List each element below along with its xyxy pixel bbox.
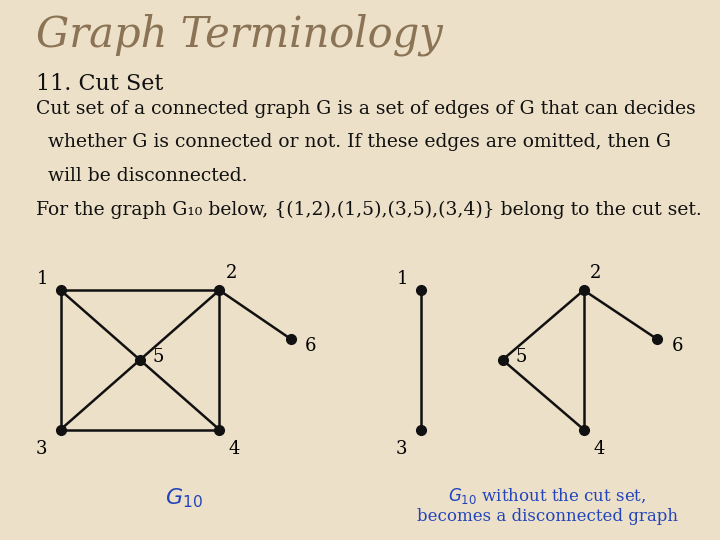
Text: Graph Terminology: Graph Terminology xyxy=(36,14,443,56)
Text: 5: 5 xyxy=(153,348,164,366)
Text: 6: 6 xyxy=(305,337,317,355)
Text: 1: 1 xyxy=(37,270,48,288)
Text: 2: 2 xyxy=(590,265,602,282)
Text: Cut set of a connected graph G is a set of edges of G that can decides: Cut set of a connected graph G is a set … xyxy=(36,100,696,118)
Text: 3: 3 xyxy=(35,440,47,458)
Text: $G_{10}$ without the cut set,: $G_{10}$ without the cut set, xyxy=(448,486,647,506)
Text: 1: 1 xyxy=(397,270,408,288)
Text: 4: 4 xyxy=(229,440,240,458)
Text: 6: 6 xyxy=(672,337,683,355)
Text: For the graph G₁₀ below, {(1,2),(1,5),(3,5),(3,4)} belong to the cut set.: For the graph G₁₀ below, {(1,2),(1,5),(3… xyxy=(36,200,702,219)
Text: $G_{10}$: $G_{10}$ xyxy=(165,486,202,510)
Text: 2: 2 xyxy=(225,265,237,282)
Text: will be disconnected.: will be disconnected. xyxy=(36,167,248,185)
Text: whether G is connected or not. If these edges are omitted, then G: whether G is connected or not. If these … xyxy=(36,133,671,151)
Text: 11. Cut Set: 11. Cut Set xyxy=(36,73,163,95)
Text: 5: 5 xyxy=(516,348,527,366)
Text: 3: 3 xyxy=(395,440,407,458)
Text: 4: 4 xyxy=(593,440,605,458)
Text: becomes a disconnected graph: becomes a disconnected graph xyxy=(417,508,678,524)
